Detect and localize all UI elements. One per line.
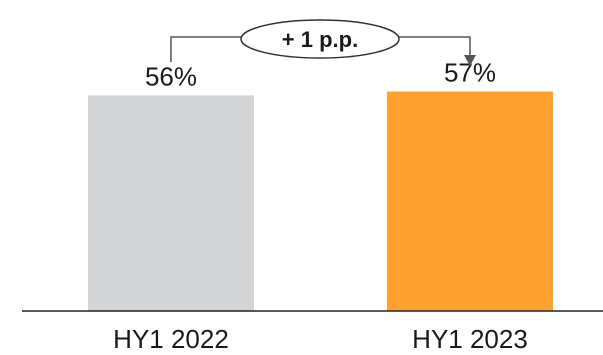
- category-labels-group: HY1 2022 HY1 2023: [113, 324, 528, 354]
- annotation-text: + 1 p.p.: [282, 27, 358, 52]
- category-label-1: HY1 2022: [113, 324, 229, 354]
- bar-2: [387, 91, 553, 311]
- category-label-2: HY1 2023: [412, 324, 528, 354]
- bars-group: [88, 91, 553, 312]
- annotation-arrowhead: [464, 55, 476, 66]
- bar-1: [88, 95, 254, 312]
- value-label-1: 56%: [145, 61, 197, 91]
- value-labels-group: 56% 57%: [145, 58, 496, 92]
- annotation-oval: [240, 19, 400, 59]
- change-annotation: + 1 p.p.: [170, 19, 476, 66]
